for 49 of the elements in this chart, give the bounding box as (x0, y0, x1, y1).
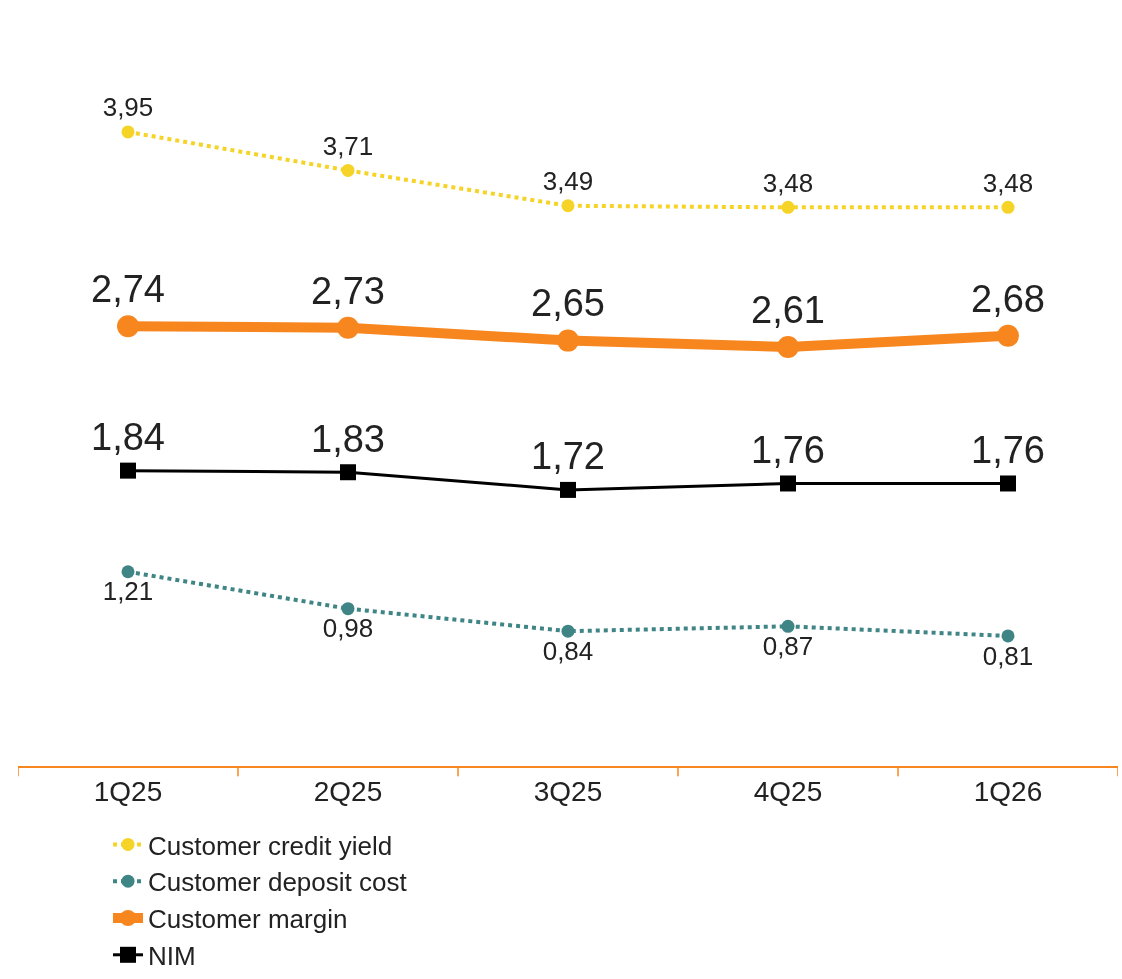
data-label: 1,83 (311, 417, 385, 460)
data-label: 2,61 (751, 288, 825, 331)
data-label: 3,95 (102, 92, 154, 123)
legend-label: Customer margin (148, 904, 348, 935)
point (560, 481, 576, 498)
point (781, 619, 795, 633)
x-tick-label: 4Q25 (753, 776, 823, 808)
point (777, 336, 799, 359)
data-label: 1,72 (531, 435, 605, 478)
data-label: 0,81 (982, 640, 1034, 671)
point (340, 464, 356, 481)
data-label: 2,68 (971, 277, 1045, 320)
point (341, 602, 355, 616)
point (561, 624, 575, 638)
data-label: 2,65 (531, 282, 605, 325)
data-label: 1,76 (971, 428, 1045, 471)
point (121, 565, 135, 579)
x-tick-label: 1Q25 (93, 776, 163, 808)
data-label: 1,76 (751, 428, 825, 471)
data-label: 2,73 (311, 269, 385, 312)
point (121, 125, 135, 139)
data-label: 1,21 (102, 576, 154, 607)
x-tick-label: 3Q25 (533, 776, 603, 808)
point (561, 199, 575, 213)
point (780, 475, 796, 492)
point (997, 324, 1019, 347)
legend-label: Customer credit yield (148, 830, 393, 861)
x-tick-label: 2Q25 (313, 776, 383, 808)
point (781, 200, 795, 214)
data-label: 3,49 (542, 166, 594, 197)
point (1001, 200, 1015, 214)
data-label: 2,74 (91, 267, 165, 310)
point (337, 316, 359, 339)
point (117, 315, 139, 338)
data-label: 3,71 (322, 130, 374, 161)
point (1001, 629, 1015, 643)
data-label: 3,48 (762, 167, 814, 198)
point (1000, 475, 1016, 492)
data-label: 0,87 (762, 630, 814, 661)
legend-label: Customer deposit cost (148, 867, 408, 898)
data-label: 0,84 (542, 635, 594, 666)
data-label: 0,98 (322, 613, 374, 644)
x-tick-label: 1Q26 (973, 776, 1043, 808)
data-label: 3,48 (982, 167, 1034, 198)
data-label: 1,84 (91, 416, 165, 459)
point (120, 462, 136, 479)
point (341, 163, 355, 177)
legend-label: NIM (148, 940, 196, 971)
point (557, 329, 579, 352)
